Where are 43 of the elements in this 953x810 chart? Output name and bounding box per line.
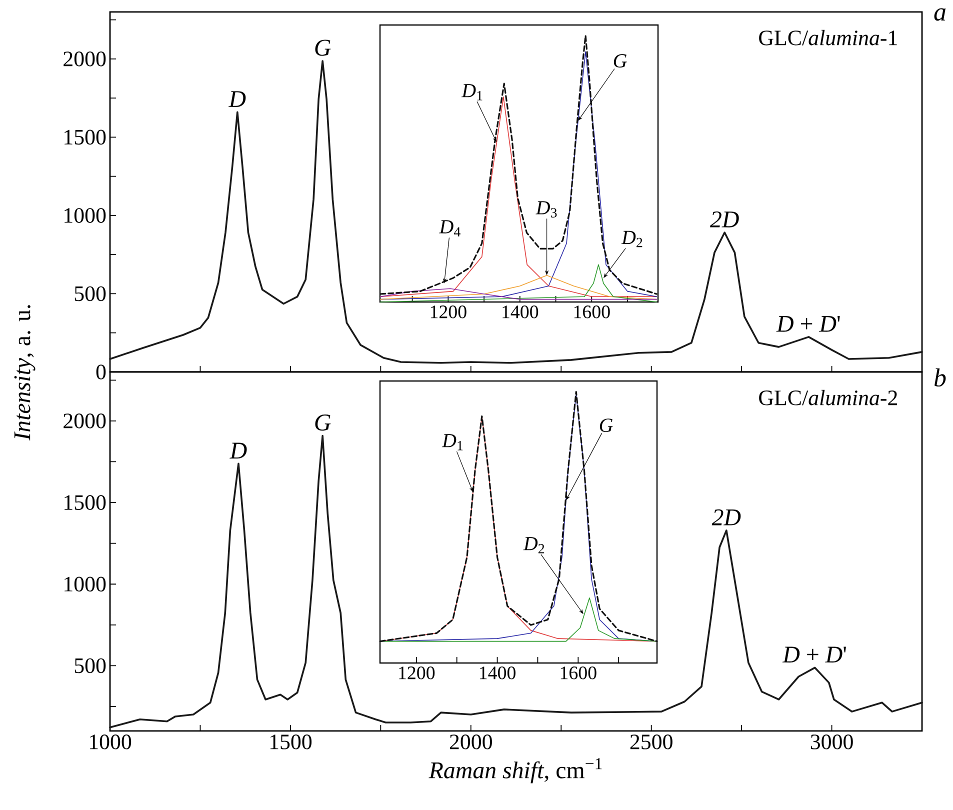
x-axis-title: Raman shift, cm$^{−1}$ bbox=[428, 758, 602, 784]
x-tick-label: 1600 bbox=[574, 306, 610, 318]
x-tick-label: 3000 bbox=[810, 734, 853, 750]
annotation: 2D bbox=[712, 509, 741, 526]
x-tick-label: 1400 bbox=[480, 666, 516, 680]
x-tick-label: 2500 bbox=[630, 734, 672, 750]
x-tick-label: 1000 bbox=[90, 734, 132, 750]
x-tick-label: 1200 bbox=[430, 306, 466, 318]
annotation: G bbox=[315, 414, 331, 431]
y-tick-label: 500 bbox=[74, 658, 106, 674]
x-tick-label: 2000 bbox=[450, 734, 492, 750]
annotation: D + D' bbox=[782, 646, 846, 662]
text: b bbox=[934, 368, 946, 387]
y-tick-label: 1500 bbox=[64, 130, 106, 145]
y-tick-label: 2000 bbox=[64, 52, 106, 66]
annotation: G bbox=[614, 54, 627, 68]
y-tick-label: 1000 bbox=[64, 208, 106, 223]
y-tick-label: 0 bbox=[96, 364, 106, 380]
line-series bbox=[109, 434, 923, 728]
annotation: D$_{2}$ bbox=[523, 537, 544, 554]
text: a bbox=[934, 8, 946, 21]
annotation: D bbox=[230, 442, 247, 458]
annotation: D$_{1}$ bbox=[461, 84, 482, 100]
annotation: D$_{1}$ bbox=[442, 434, 463, 450]
annotation: GLC/alumina-1 bbox=[759, 30, 897, 46]
annotation: D + D' bbox=[776, 316, 840, 332]
y-tick-label: 500 bbox=[74, 286, 106, 302]
annotation: D$_{2}$ bbox=[621, 230, 642, 248]
x-tick-label: 1400 bbox=[502, 306, 538, 318]
y-tick-label: 1000 bbox=[64, 576, 106, 592]
y-axis-title: Intensity, a. u. bbox=[14, 305, 36, 440]
annotation: D$_{3}$ bbox=[536, 201, 557, 218]
x-tick-label: 1200 bbox=[399, 666, 435, 680]
annotation: G bbox=[600, 418, 613, 432]
x-tick-label: 1600 bbox=[560, 666, 596, 680]
annotation: D$_{4}$ bbox=[439, 220, 460, 236]
y-tick-label: 2000 bbox=[64, 414, 106, 428]
annotation: G bbox=[315, 40, 331, 56]
y-tick-label: 1500 bbox=[64, 495, 106, 510]
annotation: D bbox=[228, 91, 246, 107]
annotation: GLC/alumina-2 bbox=[759, 390, 897, 406]
annotation: 2D bbox=[710, 211, 739, 228]
x-tick-label: 1500 bbox=[270, 734, 312, 750]
